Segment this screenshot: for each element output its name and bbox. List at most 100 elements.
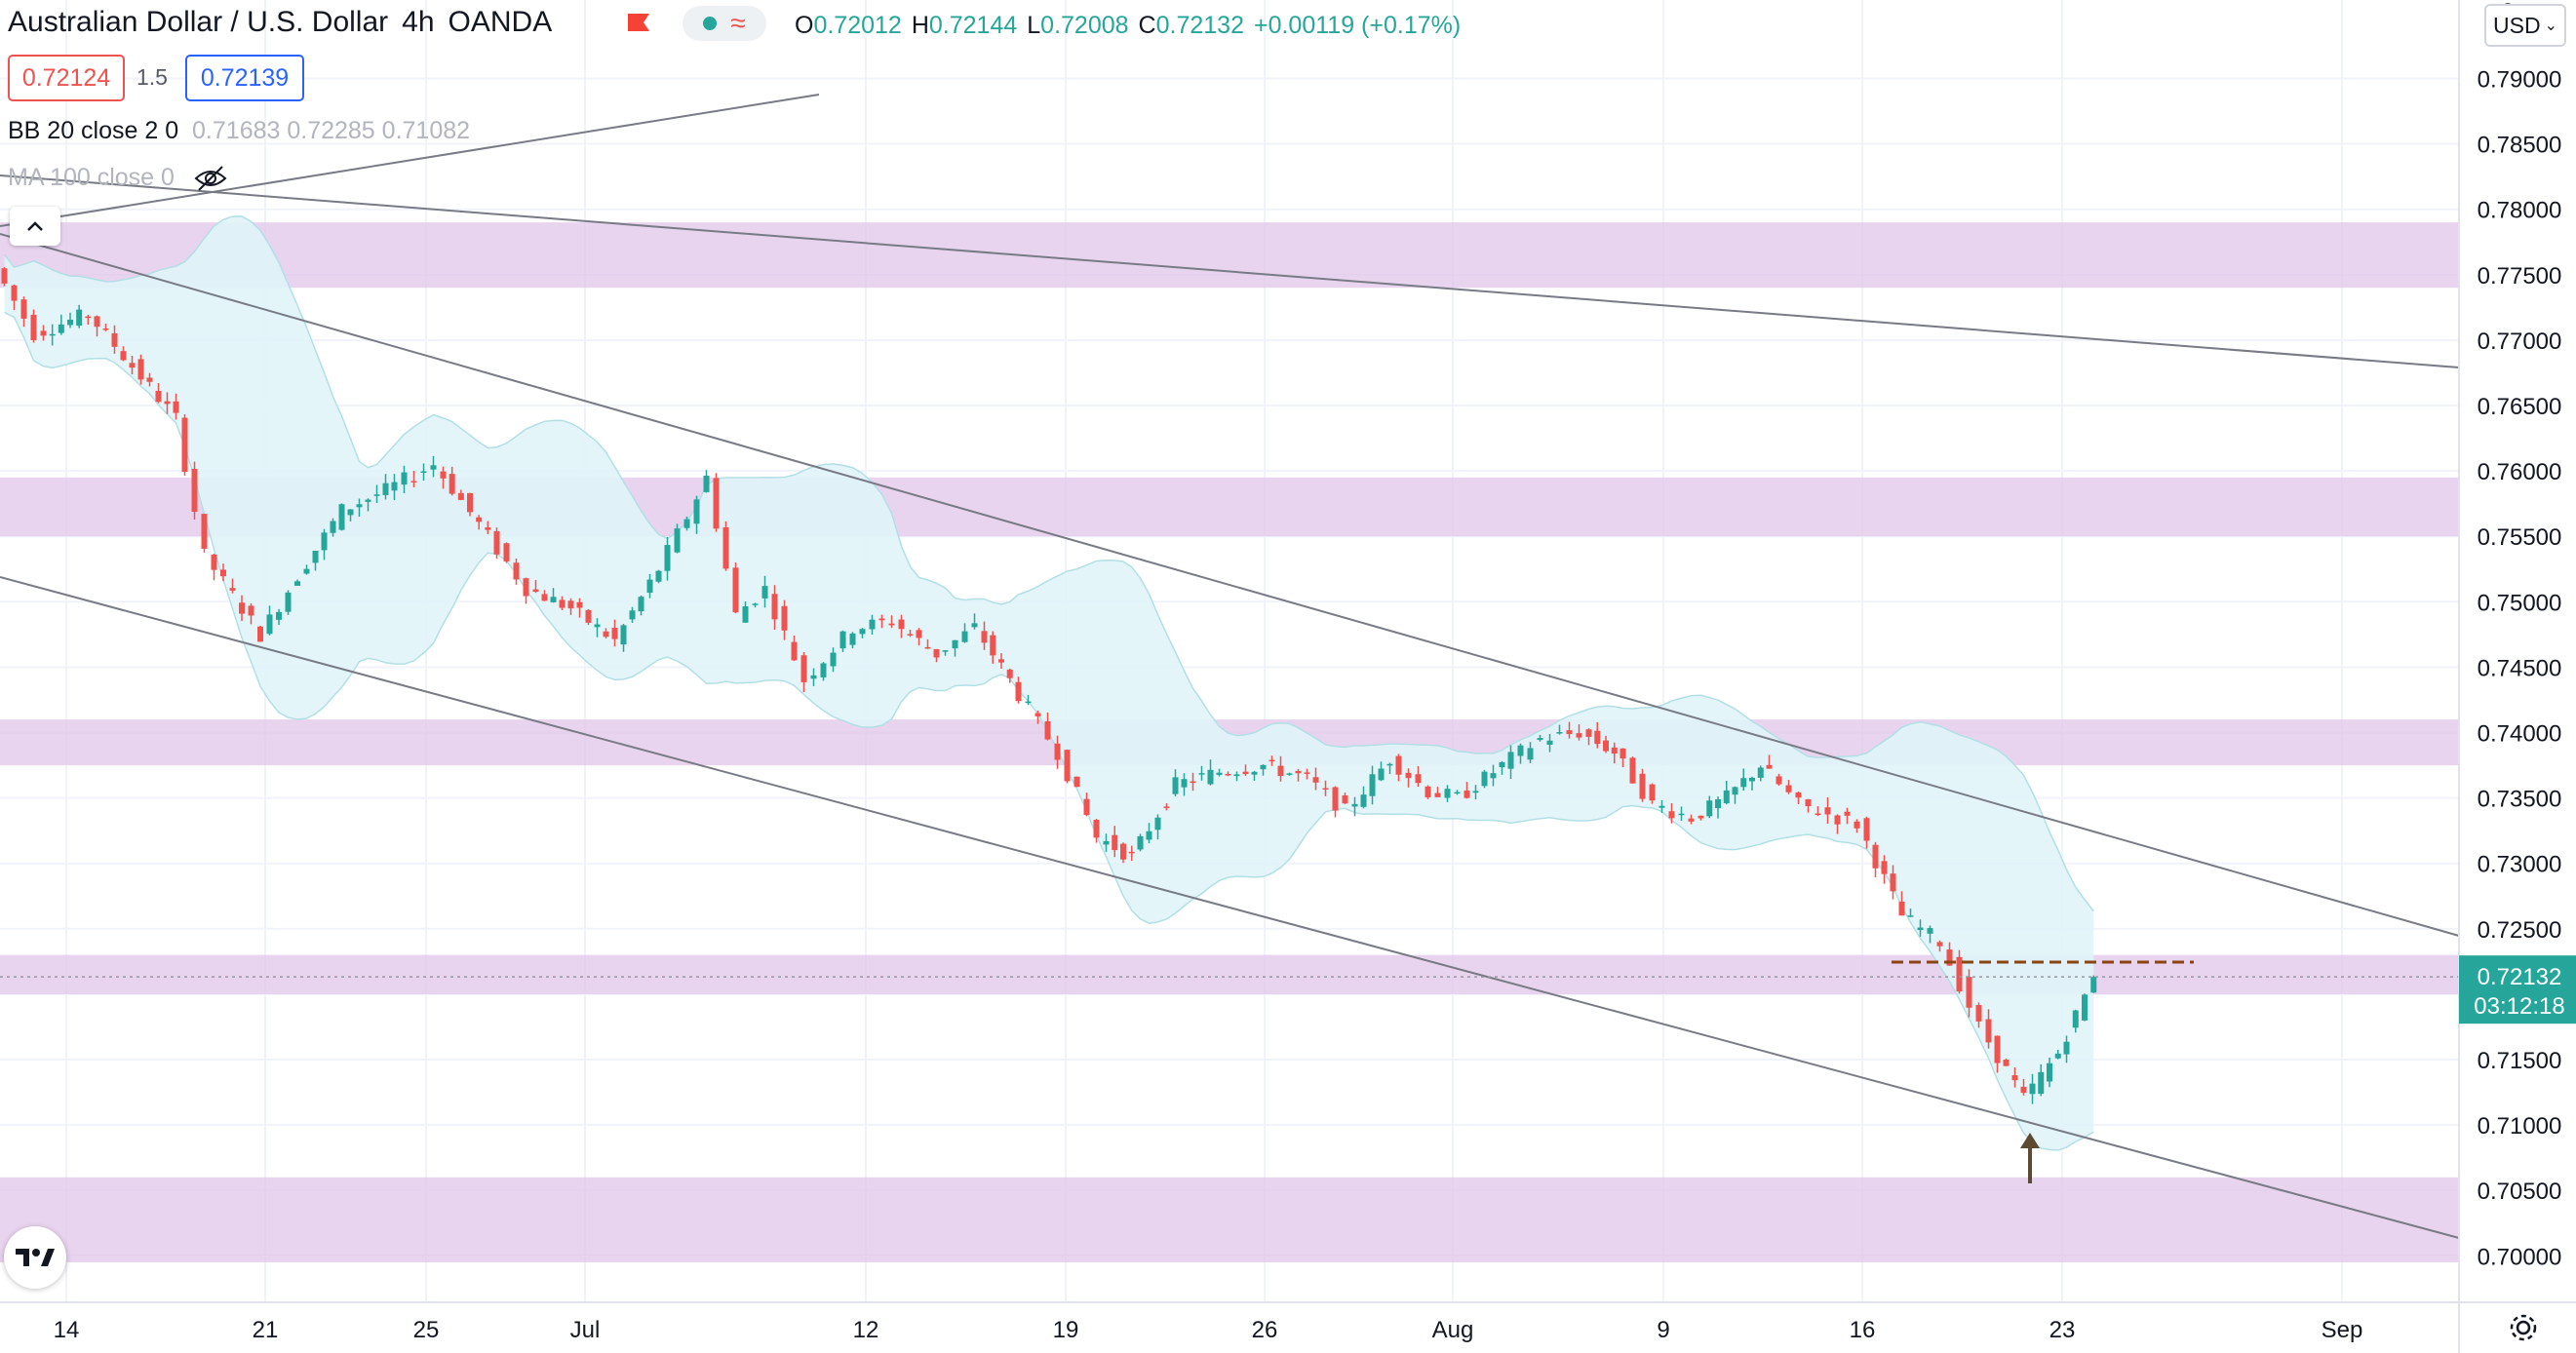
candle	[1395, 754, 1402, 782]
candle-body	[611, 628, 618, 639]
price-tick-label: 0.75000	[2478, 590, 2562, 616]
candle-body	[629, 610, 636, 620]
candle	[2029, 1073, 2036, 1104]
candle-body	[410, 481, 417, 483]
candle	[878, 614, 885, 629]
candle-body	[1890, 873, 1896, 892]
candle	[1585, 728, 1592, 746]
candle	[338, 503, 345, 531]
candle-body	[137, 359, 144, 380]
candle-body	[347, 509, 354, 516]
exchange-label: OANDA	[448, 6, 553, 38]
candle	[1378, 761, 1385, 782]
candle	[1342, 792, 1348, 804]
candle-body	[1054, 743, 1061, 760]
chevron-up-icon	[27, 221, 43, 231]
buy-button[interactable]: 0.72139	[185, 55, 304, 101]
candle-body	[1766, 764, 1773, 769]
candle	[952, 639, 958, 657]
candle	[664, 536, 671, 581]
bollinger-bands	[3, 215, 2094, 1151]
eye-off-icon[interactable]	[193, 164, 228, 193]
time-tick-label: Aug	[1432, 1317, 1474, 1343]
candle-body	[1034, 713, 1041, 716]
candle-body	[1795, 792, 1802, 798]
candle	[1464, 782, 1470, 799]
candle	[981, 621, 988, 650]
candle	[1322, 780, 1329, 796]
candle	[476, 515, 483, 530]
candle	[1517, 743, 1524, 764]
candle-body	[1499, 761, 1505, 767]
candle	[655, 569, 662, 584]
candle	[102, 323, 109, 331]
currency-selector[interactable]: USD ⌄	[2484, 4, 2566, 47]
candle	[211, 553, 217, 581]
candle-body	[713, 478, 720, 529]
candle-body	[585, 609, 592, 623]
candle-body	[878, 618, 885, 621]
candle-body	[1834, 815, 1841, 825]
candle-body	[1481, 771, 1488, 787]
candle	[1044, 712, 1051, 741]
ma-indicator-legend[interactable]: MA 100 close 0	[8, 164, 175, 192]
candle	[1112, 826, 1118, 858]
candle-body	[1444, 789, 1451, 798]
candle-body	[1073, 776, 1080, 788]
visibility-toggle-icon[interactable]: ≈	[683, 6, 766, 41]
candle	[1872, 841, 1879, 878]
candle-body	[830, 652, 837, 667]
candle-body	[1342, 794, 1348, 804]
candle	[924, 638, 931, 649]
price-tick-label: 0.73500	[2478, 787, 2562, 813]
candle	[2038, 1063, 2045, 1097]
candle	[2011, 1066, 2018, 1088]
candle-body	[1064, 750, 1071, 782]
candle-body	[771, 594, 778, 620]
flag-icon[interactable]	[626, 12, 651, 33]
gear-icon[interactable]	[2506, 1310, 2541, 1345]
symbol-legend[interactable]: Australian Dollar / U.S. Dollar 4h OANDA	[8, 6, 566, 39]
candle-body	[1425, 786, 1431, 797]
candle	[849, 632, 856, 649]
candle-body	[1507, 752, 1514, 769]
collapse-legend-button[interactable]	[10, 207, 60, 246]
close-value: 0.72132	[1155, 12, 1244, 39]
time-axis-bg	[0, 1302, 2576, 1353]
candle	[1260, 764, 1267, 776]
candle-body	[1490, 773, 1497, 779]
candle-body	[1472, 791, 1479, 793]
candle-body	[1332, 787, 1339, 811]
sell-button[interactable]: 0.72124	[8, 55, 125, 101]
candle	[513, 558, 520, 585]
candle-body	[155, 391, 162, 403]
candle-body	[1172, 777, 1179, 794]
candle-body	[810, 675, 817, 679]
candle-body	[1917, 927, 1924, 931]
candle	[49, 324, 56, 346]
candle-body	[594, 624, 601, 628]
time-tick-label: Sep	[2322, 1317, 2363, 1343]
candle-body	[1181, 779, 1188, 788]
candle	[693, 495, 700, 534]
candle	[467, 492, 473, 517]
candle-body	[1805, 798, 1812, 807]
candle	[933, 648, 940, 663]
candle	[1844, 807, 1851, 825]
candle	[1481, 769, 1488, 789]
trendline-0	[0, 94, 820, 227]
candle	[781, 599, 788, 640]
candle-body	[683, 519, 690, 528]
candle	[732, 562, 739, 614]
candle	[629, 606, 636, 623]
tradingview-logo-icon[interactable]	[4, 1226, 66, 1289]
candle-body	[1312, 777, 1319, 783]
candle-body	[2003, 1060, 2010, 1066]
candle-body	[523, 578, 529, 597]
candle-body	[1295, 770, 1302, 774]
bb-indicator-legend[interactable]: BB 20 close 2 0 0.71683 0.72285 0.71082	[8, 117, 470, 145]
candle-body	[382, 483, 389, 495]
candle-body	[1594, 730, 1601, 745]
candle-body	[1659, 805, 1665, 808]
